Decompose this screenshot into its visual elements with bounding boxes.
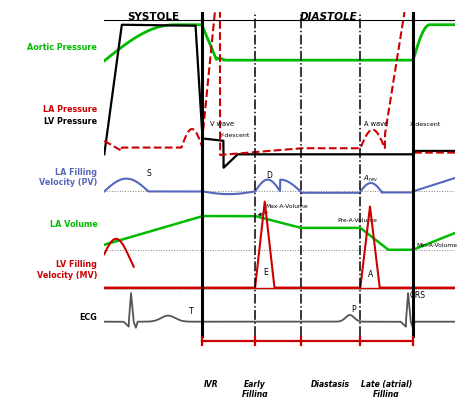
Text: A: A	[368, 270, 374, 279]
Text: T: T	[189, 307, 194, 316]
Text: Pre-A-Volume: Pre-A-Volume	[337, 218, 377, 223]
Text: A wave: A wave	[364, 121, 388, 127]
Text: LA Pressure: LA Pressure	[43, 105, 97, 114]
Text: SYSTOLE: SYSTOLE	[128, 12, 180, 22]
Text: $A_{rev}$: $A_{rev}$	[363, 173, 378, 184]
Text: Aortic Pressure: Aortic Pressure	[27, 43, 97, 52]
Text: S: S	[146, 169, 151, 178]
Text: Min-A-Volume: Min-A-Volume	[417, 243, 457, 248]
Text: LA Volume: LA Volume	[49, 220, 97, 229]
Text: Max-A-Volume: Max-A-Volume	[259, 204, 308, 215]
Text: ECG: ECG	[80, 313, 97, 322]
Text: IVR: IVR	[204, 380, 219, 389]
Text: DIASTOLE: DIASTOLE	[300, 12, 358, 22]
Text: LV Pressure: LV Pressure	[44, 118, 97, 126]
Text: Late (atrial)
Filling: Late (atrial) Filling	[361, 380, 412, 397]
Text: LA Filling
Velocity (PV): LA Filling Velocity (PV)	[39, 168, 97, 187]
Text: D: D	[266, 171, 272, 180]
Text: Y-descent: Y-descent	[220, 133, 250, 138]
Text: X-descent: X-descent	[410, 121, 441, 127]
Text: LV Filling
Velocity (MV): LV Filling Velocity (MV)	[37, 260, 97, 280]
Text: V wave: V wave	[210, 121, 234, 127]
Text: Early
Filling: Early Filling	[242, 380, 268, 397]
Text: E: E	[263, 268, 268, 277]
Text: P: P	[352, 304, 356, 314]
Text: Diastasis: Diastasis	[311, 380, 350, 389]
Text: QRS: QRS	[410, 291, 426, 300]
